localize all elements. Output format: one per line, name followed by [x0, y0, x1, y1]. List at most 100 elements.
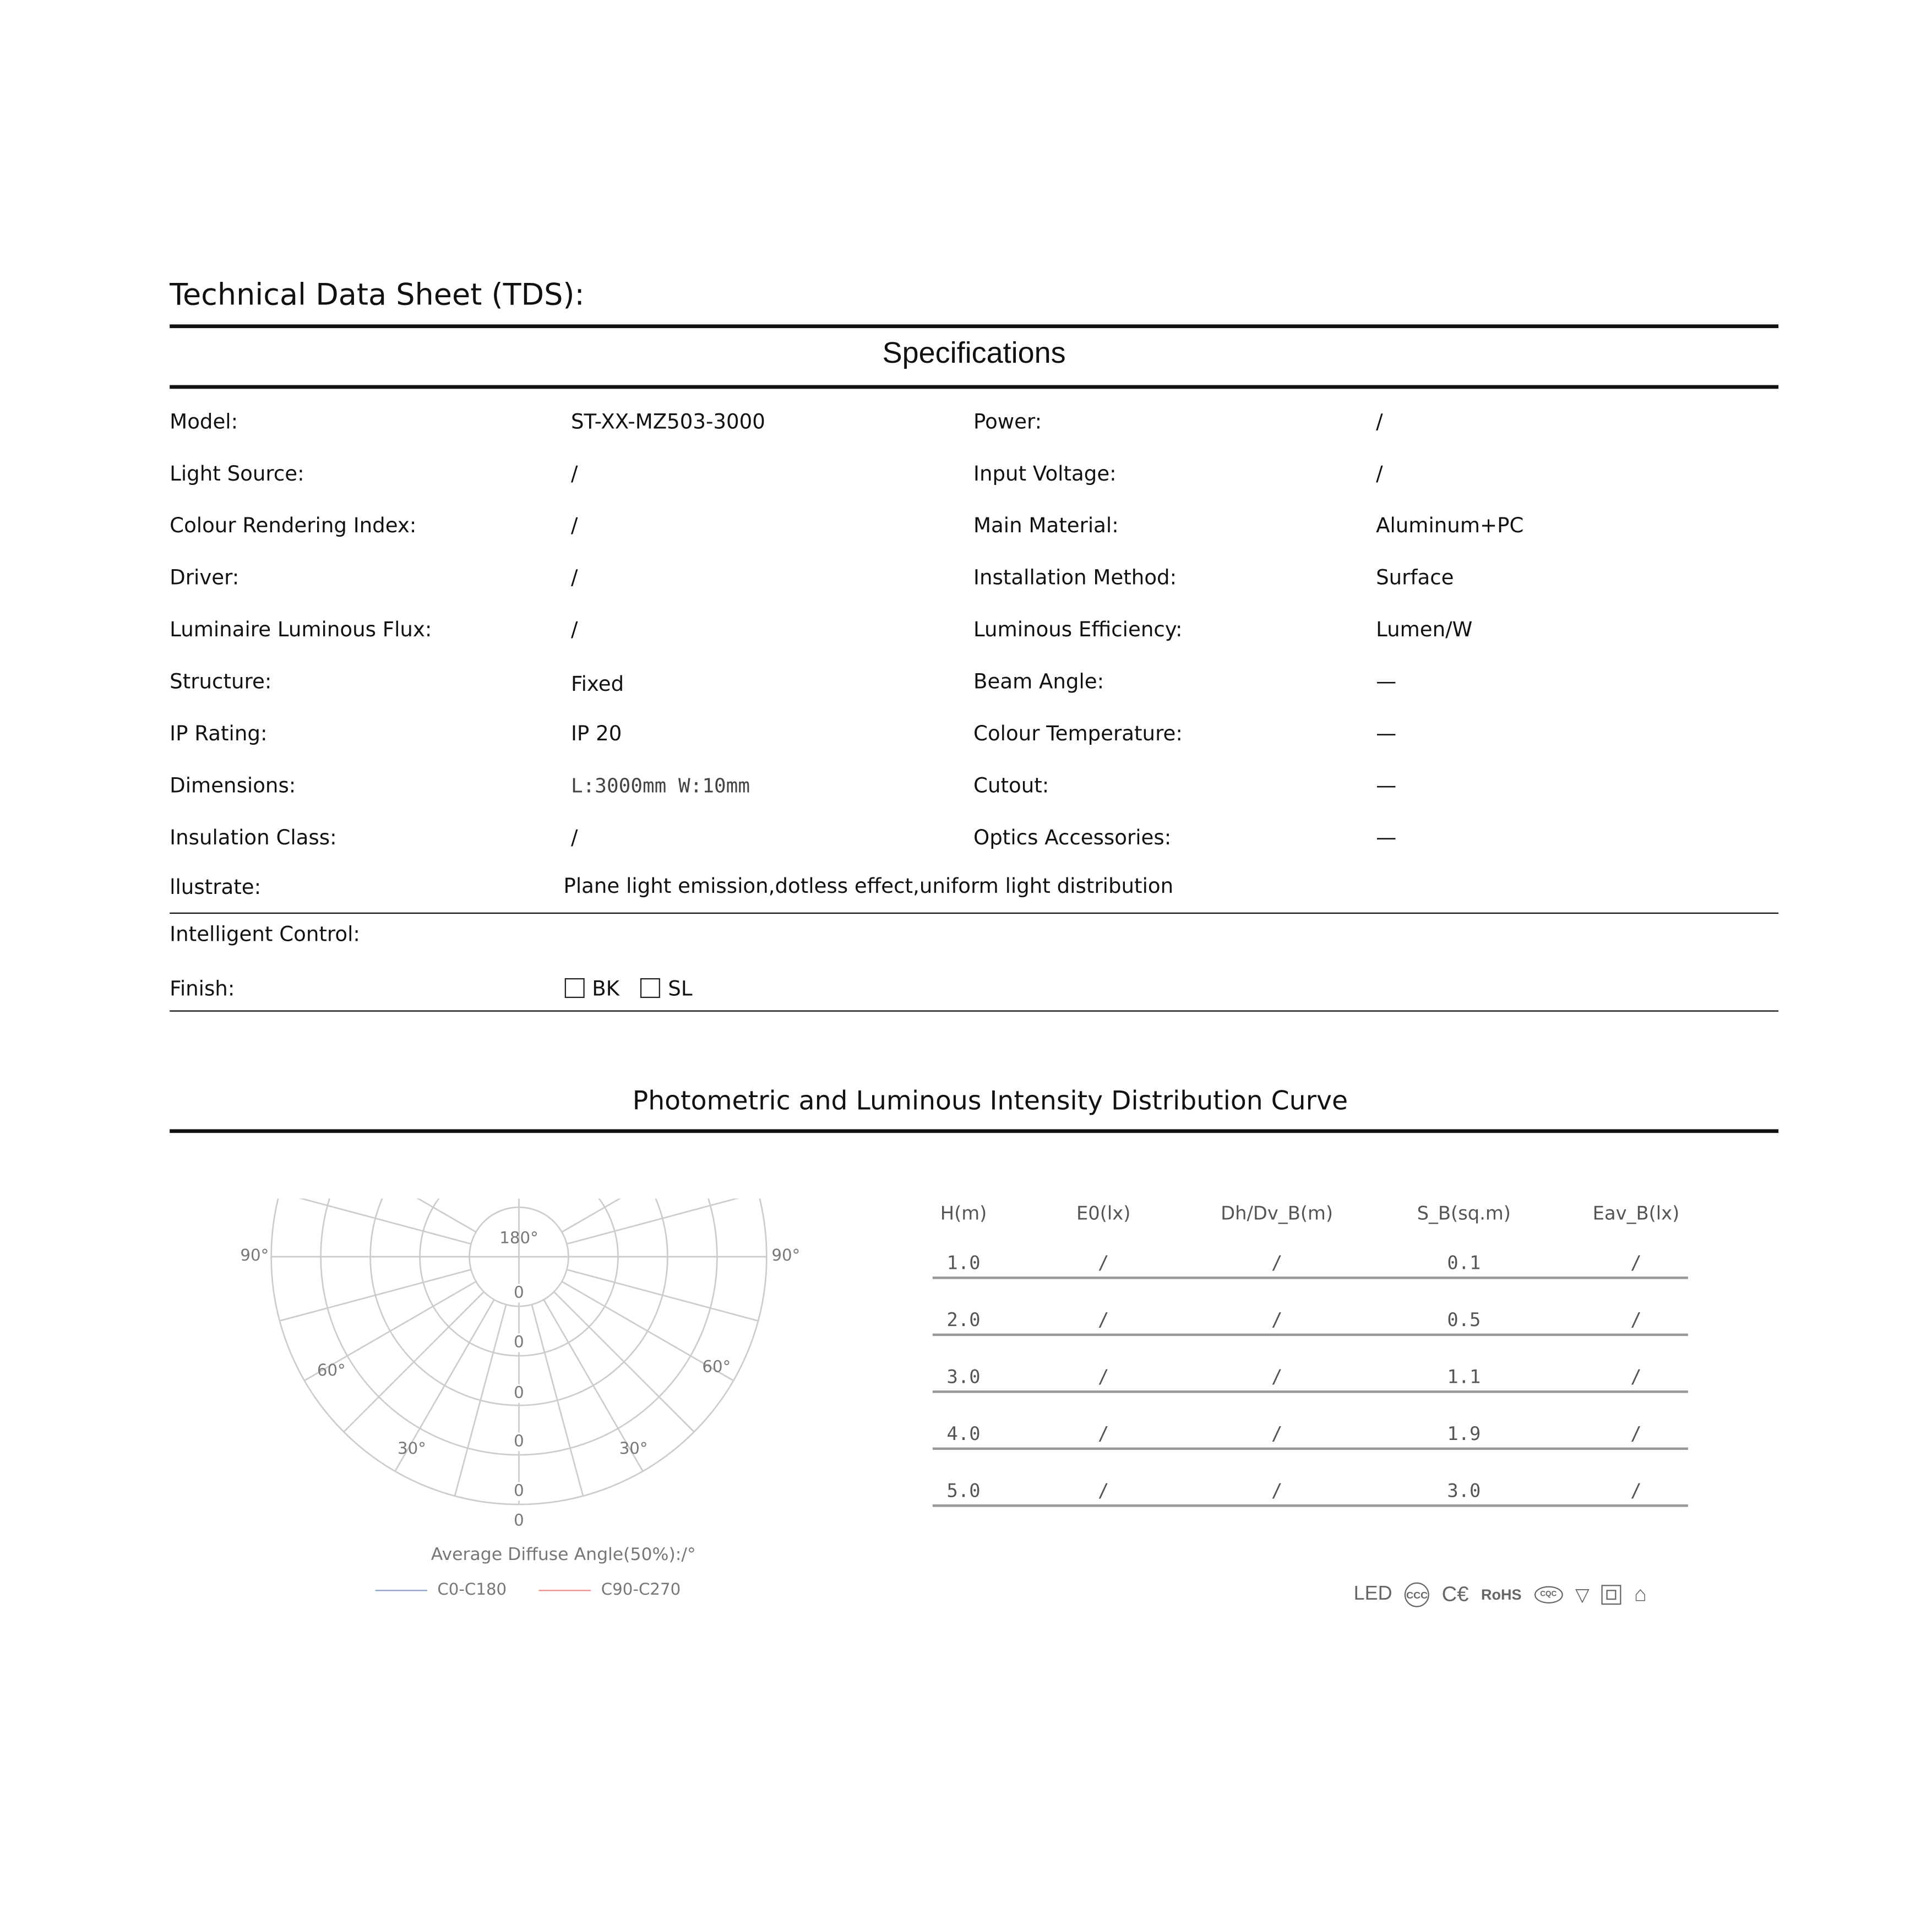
- table-cell: 1.0: [946, 1252, 981, 1274]
- spec-label: Dimensions:: [170, 773, 296, 798]
- table-cell: 0.5: [1447, 1308, 1481, 1332]
- polar-spoke: [567, 1269, 759, 1322]
- class-ii-icon: [1602, 1585, 1622, 1605]
- spec-label: Insulation Class:: [170, 826, 337, 850]
- spec-label: Colour Rendering Index:: [170, 514, 417, 538]
- polar-diagram: [270, 1198, 768, 1505]
- spec-value: —: [1376, 722, 1397, 746]
- spec-value: /: [570, 462, 578, 486]
- row-divider: [932, 1390, 1688, 1393]
- radial-value: 0: [514, 1333, 524, 1352]
- spec-label: Driver:: [170, 565, 240, 590]
- table-cell: /: [1630, 1480, 1642, 1502]
- table-cell: 3.0: [946, 1366, 981, 1388]
- ce-icon: C€: [1441, 1582, 1469, 1606]
- radial-value: 0: [514, 1384, 524, 1403]
- led-mark: LED: [1353, 1583, 1392, 1605]
- table-header: S_B(sq.m): [1417, 1202, 1511, 1225]
- spec-value: /: [570, 514, 578, 538]
- table-cell: /: [1098, 1252, 1109, 1274]
- spec-value: —: [1376, 773, 1397, 798]
- polar-spoke: [553, 1291, 695, 1433]
- row-divider: [932, 1277, 1688, 1279]
- intelligent-control-label: Intelligent Control:: [170, 922, 360, 946]
- angle-label: 60°: [702, 1358, 731, 1377]
- table-cell: /: [1271, 1252, 1283, 1274]
- angle-label: 60°: [317, 1362, 346, 1381]
- indoor-use-icon: ⌂: [1634, 1582, 1647, 1606]
- polar-spoke: [454, 1304, 507, 1497]
- ccc-icon: CCC: [1405, 1582, 1430, 1607]
- row-divider: [932, 1447, 1688, 1449]
- spec-value: ST-XX-MZ503-3000: [570, 410, 765, 434]
- table-header: Dh/Dv_B(m): [1221, 1202, 1334, 1225]
- table-cell: 3.0: [1447, 1480, 1481, 1502]
- checkbox-icon[interactable]: [640, 978, 661, 999]
- checkbox-icon[interactable]: [564, 978, 585, 999]
- finish-option-sl[interactable]: SL: [640, 977, 693, 1001]
- angle-label: 90°: [240, 1247, 269, 1265]
- spec-value: Surface: [1376, 565, 1454, 590]
- spec-label: Input Voltage:: [973, 462, 1117, 486]
- table-header: H(m): [940, 1202, 987, 1225]
- radial-value: 0: [514, 1284, 524, 1303]
- spec-value: —: [1376, 669, 1397, 694]
- radial-value: 0: [514, 1482, 524, 1501]
- table-cell: 4.0: [946, 1422, 981, 1445]
- table-cell: /: [1098, 1308, 1109, 1332]
- spec-label: IP Rating:: [170, 722, 268, 746]
- table-header: E0(lx): [1076, 1202, 1131, 1225]
- spec-label: Model:: [170, 410, 238, 434]
- table-cell: 1.9: [1447, 1422, 1481, 1445]
- polar-spoke: [567, 1198, 739, 1245]
- table-cell: /: [1630, 1366, 1642, 1388]
- spec-label: Luminous Efficiency:: [973, 618, 1183, 642]
- spec-value: /: [570, 826, 578, 850]
- illustrate-value: Plane light emission,dotless effect,unif…: [563, 874, 1174, 898]
- spec-label: Beam Angle:: [973, 669, 1104, 694]
- divider: [170, 912, 1779, 914]
- spec-value: Fixed: [570, 672, 624, 696]
- divider: [170, 324, 1779, 328]
- spec-label: Optics Accessories:: [973, 826, 1172, 850]
- spec-label: Main Material:: [973, 514, 1119, 538]
- polar-spoke: [304, 1280, 477, 1382]
- spec-value: /: [570, 618, 578, 642]
- table-cell: /: [1630, 1422, 1642, 1445]
- spec-value: —: [1376, 826, 1397, 850]
- table-cell: 5.0: [946, 1480, 981, 1502]
- divider: [170, 1129, 1779, 1133]
- table-cell: /: [1271, 1480, 1283, 1502]
- illustrate-label: llustrate:: [170, 875, 262, 899]
- spec-value: L:3000mm W:10mm: [570, 773, 750, 798]
- table-cell: /: [1098, 1480, 1109, 1502]
- angle-label: 90°: [771, 1247, 801, 1265]
- spec-label: Luminaire Luminous Flux:: [170, 618, 432, 642]
- rohs-icon: RoHS: [1481, 1586, 1522, 1603]
- polar-spoke: [561, 1280, 734, 1382]
- divider: [170, 1010, 1779, 1012]
- legend-swatch-c0: [375, 1589, 428, 1592]
- polar-spoke: [394, 1299, 495, 1472]
- finish-option-bk[interactable]: BK: [564, 977, 619, 1001]
- row-divider: [932, 1333, 1688, 1335]
- polar-spoke: [416, 1198, 477, 1233]
- photometric-title: Photometric and Luminous Intensity Distr…: [632, 1085, 1348, 1116]
- spec-label: Colour Temperature:: [973, 722, 1183, 746]
- spec-value: /: [1376, 410, 1383, 434]
- polar-top-label: 180°: [499, 1229, 538, 1248]
- spec-value: /: [1376, 462, 1383, 486]
- spec-value: IP 20: [570, 722, 622, 746]
- table-header: Eav_B(lx): [1592, 1202, 1680, 1225]
- table-cell: /: [1630, 1308, 1642, 1332]
- angle-label: 30°: [398, 1440, 426, 1459]
- table-cell: /: [1630, 1252, 1642, 1274]
- finish-options: BK SL: [564, 977, 693, 1001]
- table-cell: 0.1: [1447, 1252, 1481, 1274]
- polar-spoke: [343, 1291, 485, 1433]
- spec-value: /: [570, 565, 578, 590]
- table-cell: /: [1098, 1422, 1109, 1445]
- polar-spoke: [561, 1198, 622, 1233]
- legend: C0-C180 C90-C270: [375, 1581, 681, 1600]
